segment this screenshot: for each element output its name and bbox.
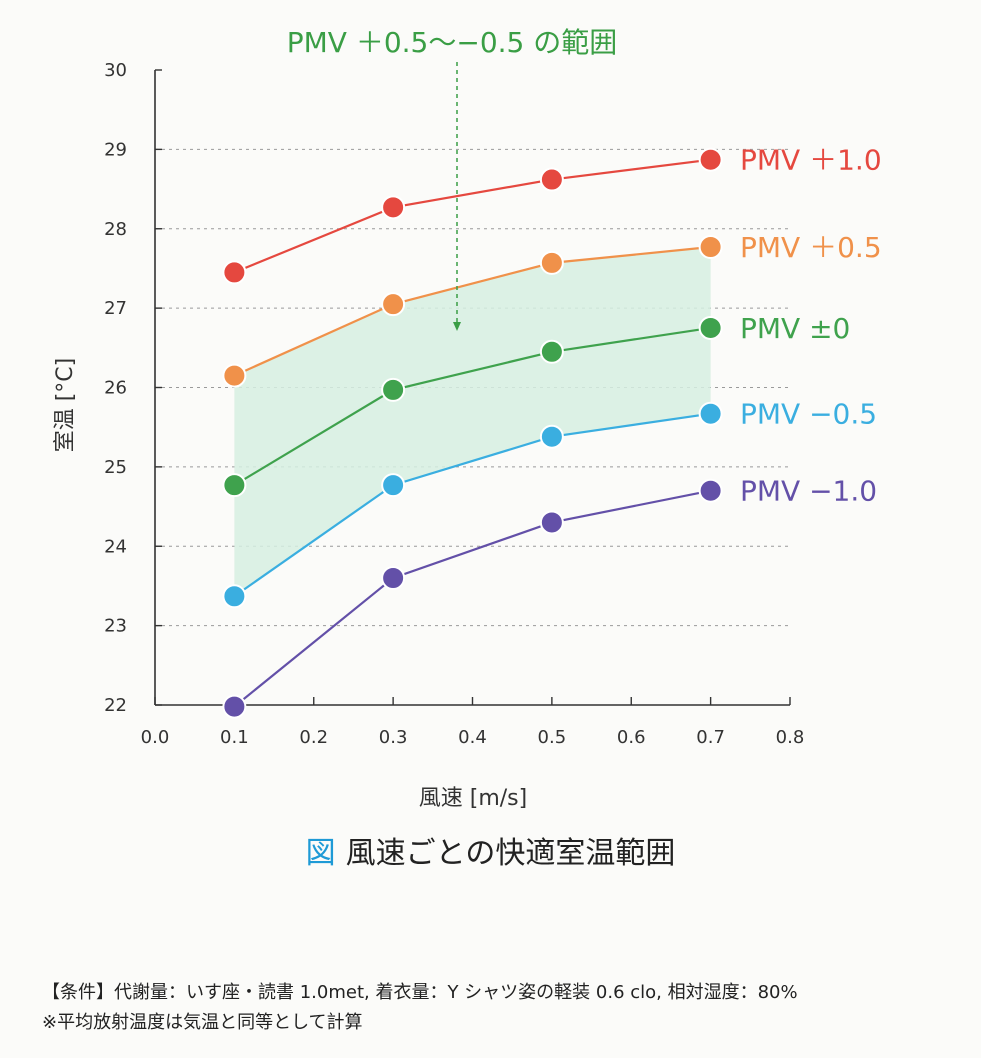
y-tick-label: 24 bbox=[104, 536, 127, 557]
chart: 0.0 0.1 0.2 0.3 0.4 0.5 0.6 0.7 0.8 22 23 24 25 26 27… bbox=[53, 26, 882, 811]
data-point bbox=[381, 195, 406, 220]
range-annotation-arrowhead bbox=[453, 322, 461, 331]
y-tick-label: 30 bbox=[104, 60, 127, 81]
y-axis-title: 室温 [°C] bbox=[53, 358, 78, 453]
series-3: PMV −0.5 bbox=[222, 398, 877, 609]
data-point bbox=[381, 292, 406, 317]
series-label: PMV ＋1.0 bbox=[740, 144, 882, 177]
series-line bbox=[233, 489, 711, 708]
data-point bbox=[539, 339, 564, 364]
data-point bbox=[698, 401, 723, 426]
data-point bbox=[222, 473, 247, 498]
x-tick-label: 0.4 bbox=[458, 727, 487, 748]
series-label: PMV ±0 bbox=[740, 312, 850, 345]
y-tick-label: 23 bbox=[104, 616, 127, 637]
data-point bbox=[381, 473, 406, 498]
x-axis-title: 風速 [m/s] bbox=[419, 786, 527, 811]
y-tick-label: 27 bbox=[104, 298, 127, 319]
series-label: PMV −0.5 bbox=[740, 398, 877, 431]
data-point bbox=[222, 363, 247, 388]
y-tick-label: 26 bbox=[104, 378, 127, 399]
x-tick-label: 0.7 bbox=[696, 727, 725, 748]
range-annotation-label: PMV ＋0.5〜−0.5 の範囲 bbox=[287, 26, 618, 59]
data-point bbox=[698, 235, 723, 260]
data-point bbox=[381, 377, 406, 402]
note-radiant-temperature: ※平均放射温度は気温と同等として計算 bbox=[42, 1012, 363, 1033]
series-label: PMV ＋0.5 bbox=[740, 231, 882, 264]
x-tick-label: 0.6 bbox=[617, 727, 646, 748]
data-point bbox=[539, 250, 564, 275]
x-tick-label: 0.2 bbox=[299, 727, 328, 748]
data-point bbox=[222, 584, 247, 609]
series-line bbox=[233, 158, 711, 274]
comfort-range-band bbox=[234, 247, 711, 597]
series-line bbox=[233, 326, 711, 487]
series-4: PMV −1.0 bbox=[222, 475, 877, 719]
y-tick-label: 25 bbox=[104, 457, 127, 478]
x-tick-label: 0.8 bbox=[776, 727, 805, 748]
y-tick-label: 22 bbox=[104, 695, 127, 716]
data-point bbox=[698, 147, 723, 172]
figure-caption: 図風速ごとの快適室温範囲 bbox=[0, 828, 981, 872]
x-tick-label: 0.3 bbox=[379, 727, 408, 748]
data-point bbox=[222, 260, 247, 285]
data-point bbox=[698, 478, 723, 503]
x-tick-labels: 0.0 0.1 0.2 0.3 0.4 0.5 0.6 0.7 0.8 bbox=[141, 727, 805, 748]
data-point bbox=[539, 167, 564, 192]
data-point bbox=[698, 315, 723, 340]
series-line bbox=[233, 245, 711, 377]
figure-mark: 図 bbox=[305, 836, 336, 871]
y-tick-labels: 22 23 24 25 26 27 28 29 30 bbox=[104, 60, 127, 716]
series-2: PMV ±0 bbox=[222, 312, 850, 498]
data-point bbox=[381, 566, 406, 590]
series-1: PMV ＋0.5 bbox=[222, 231, 882, 388]
notes: 【条件】代謝量：いす座・読書 1.0met, 着衣量：Y シャツ姿の軽装 0.6… bbox=[42, 978, 798, 1038]
data-point bbox=[539, 510, 564, 535]
note-conditions: 【条件】代謝量：いす座・読書 1.0met, 着衣量：Y シャツ姿の軽装 0.6… bbox=[42, 982, 798, 1003]
series-label: PMV −1.0 bbox=[740, 475, 877, 508]
axes bbox=[154, 69, 791, 706]
series-0: PMV ＋1.0 bbox=[222, 144, 882, 285]
x-tick-label: 0.0 bbox=[141, 727, 170, 748]
series-group: PMV ＋1.0 PMV ＋0.5 PMV ±0 PMV −0.5 PMV −1.0 bbox=[222, 144, 882, 719]
x-tick-label: 0.1 bbox=[220, 727, 249, 748]
y-tick-label: 29 bbox=[104, 139, 127, 160]
figure-title: 風速ごとの快適室温範囲 bbox=[345, 836, 676, 871]
series-line bbox=[233, 412, 711, 598]
data-point bbox=[222, 694, 247, 719]
y-tick-label: 28 bbox=[104, 219, 127, 240]
x-tick-label: 0.5 bbox=[538, 727, 567, 748]
data-point bbox=[539, 424, 564, 449]
